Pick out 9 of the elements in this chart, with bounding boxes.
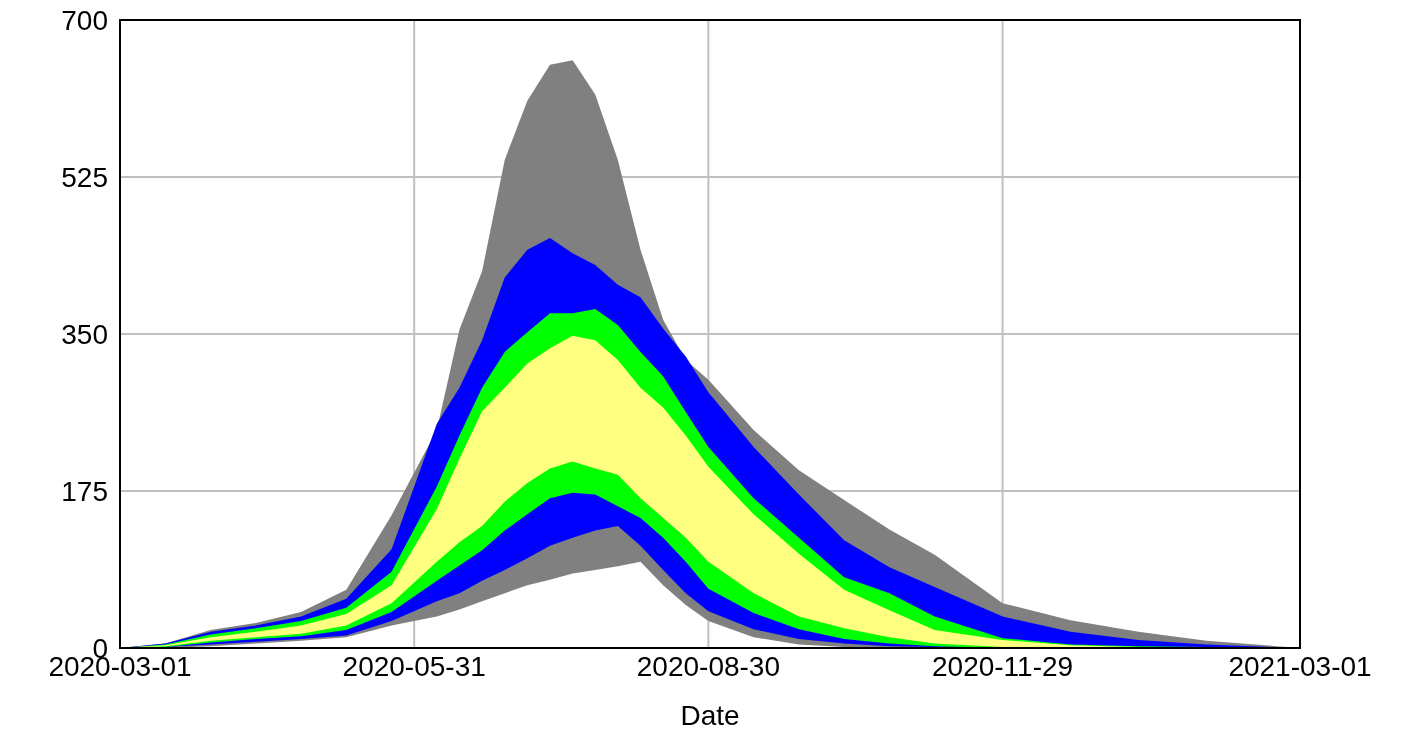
x-axis-title: Date xyxy=(680,700,740,731)
x-tick-label: 2020-08-30 xyxy=(636,651,780,682)
y-tick-label: 175 xyxy=(61,475,108,507)
y-tick-label: 700 xyxy=(61,4,108,36)
x-tick-label: 2020-11-29 xyxy=(932,651,1074,682)
x-tick-label: 2020-05-31 xyxy=(342,651,486,682)
y-tick-label: 350 xyxy=(61,318,108,350)
y-tick-label: 525 xyxy=(61,161,108,193)
x-tick-label: 2021-03-01 xyxy=(1228,651,1372,682)
